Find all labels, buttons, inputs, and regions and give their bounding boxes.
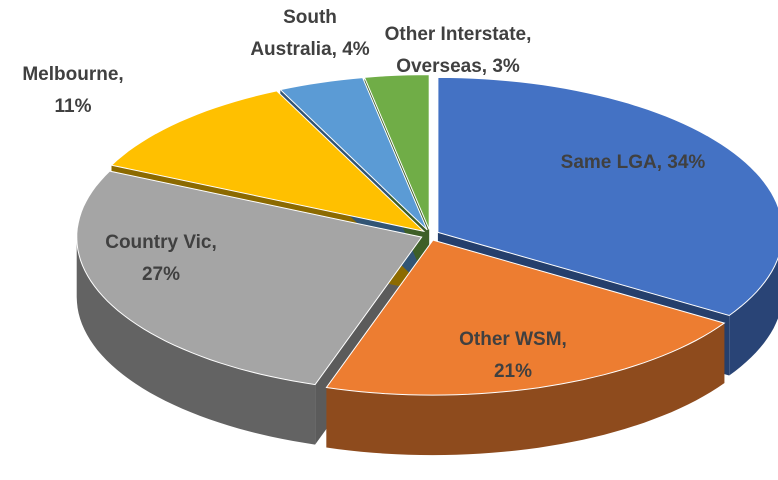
data-label: 11%: [55, 96, 92, 117]
data-label: 27%: [142, 264, 180, 285]
data-label: Same LGA, 34%: [561, 152, 706, 173]
data-label: South: [283, 7, 337, 28]
data-label: 21%: [494, 361, 532, 382]
slice-outer-wall: [729, 258, 778, 376]
slice: [363, 74, 430, 230]
slice: [437, 76, 778, 317]
slice: [325, 239, 726, 396]
data-label: Other WSM,: [459, 329, 567, 350]
slice: [279, 77, 428, 231]
data-label: Australia, 4%: [250, 39, 369, 60]
data-label: Overseas, 3%: [396, 56, 520, 77]
slice: [110, 90, 426, 233]
data-label: Melbourne,: [22, 64, 123, 85]
data-label: Country Vic,: [105, 232, 217, 253]
slice: [76, 170, 423, 386]
slice-outer-wall: [326, 323, 725, 456]
data-label: Other Interstate,: [385, 24, 532, 45]
slice-outer-wall: [76, 237, 316, 445]
